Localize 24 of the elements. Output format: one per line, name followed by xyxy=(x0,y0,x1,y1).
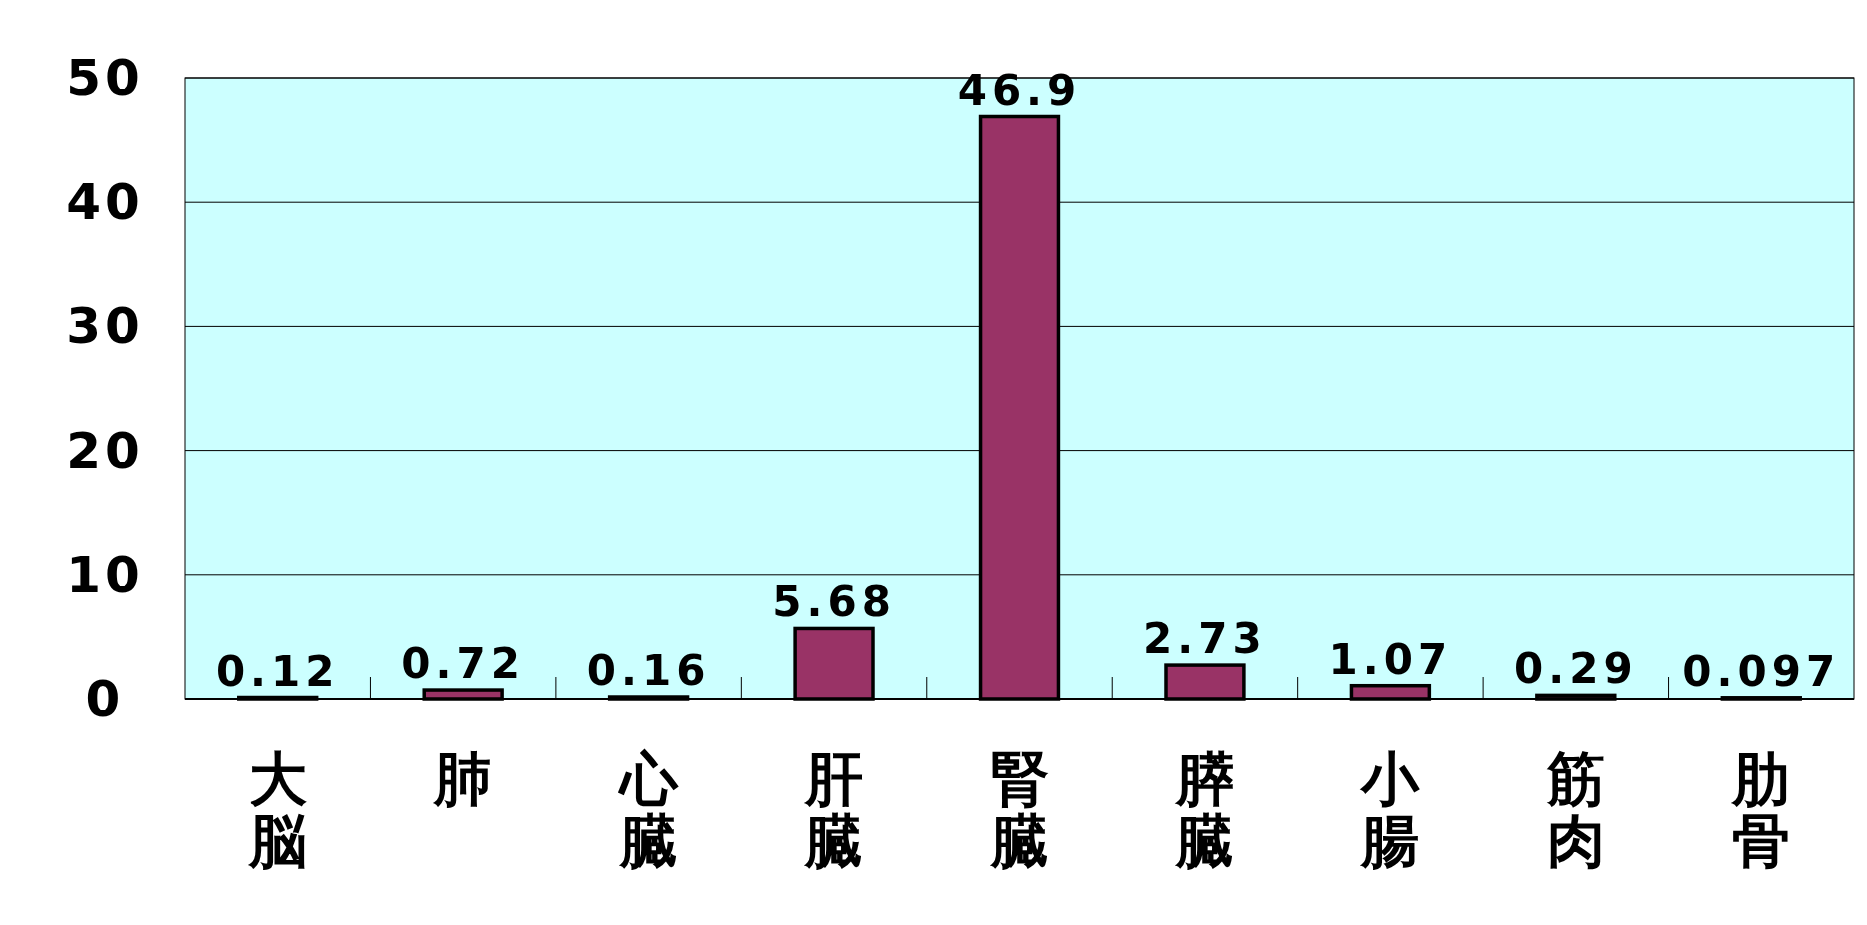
y-tick-label: 50 xyxy=(66,49,144,107)
data-label: 0.097 xyxy=(1682,646,1841,696)
x-tick-label: 肺 xyxy=(432,745,493,813)
y-tick-label: 10 xyxy=(66,545,144,604)
data-label: 0.16 xyxy=(586,646,711,696)
y-tick-label: 30 xyxy=(66,297,144,356)
y-tick-label: 40 xyxy=(66,173,144,232)
x-tick-label: 筋肉 xyxy=(1545,745,1605,875)
x-tick-label: 腎臓 xyxy=(988,745,1049,875)
data-label: 0.29 xyxy=(1514,644,1638,694)
x-tick-label: 肝臓 xyxy=(803,745,864,875)
data-label: 5.68 xyxy=(772,577,896,627)
data-label: 0.72 xyxy=(401,639,525,689)
x-tick-label: 膵臓 xyxy=(1173,745,1234,875)
y-tick-label: 20 xyxy=(66,421,144,480)
data-label: 1.07 xyxy=(1328,634,1453,684)
x-tick-label: 大脳 xyxy=(246,745,307,875)
data-label: 0.12 xyxy=(215,646,340,696)
x-tick-label: 小腸 xyxy=(1359,745,1421,875)
y-tick-label: 0 xyxy=(85,670,125,728)
data-label: 46.9 xyxy=(957,65,1082,115)
x-tick-label: 心臓 xyxy=(616,745,679,875)
x-tick-label: 肋骨 xyxy=(1730,745,1791,875)
data-label: 2.73 xyxy=(1143,614,1267,664)
